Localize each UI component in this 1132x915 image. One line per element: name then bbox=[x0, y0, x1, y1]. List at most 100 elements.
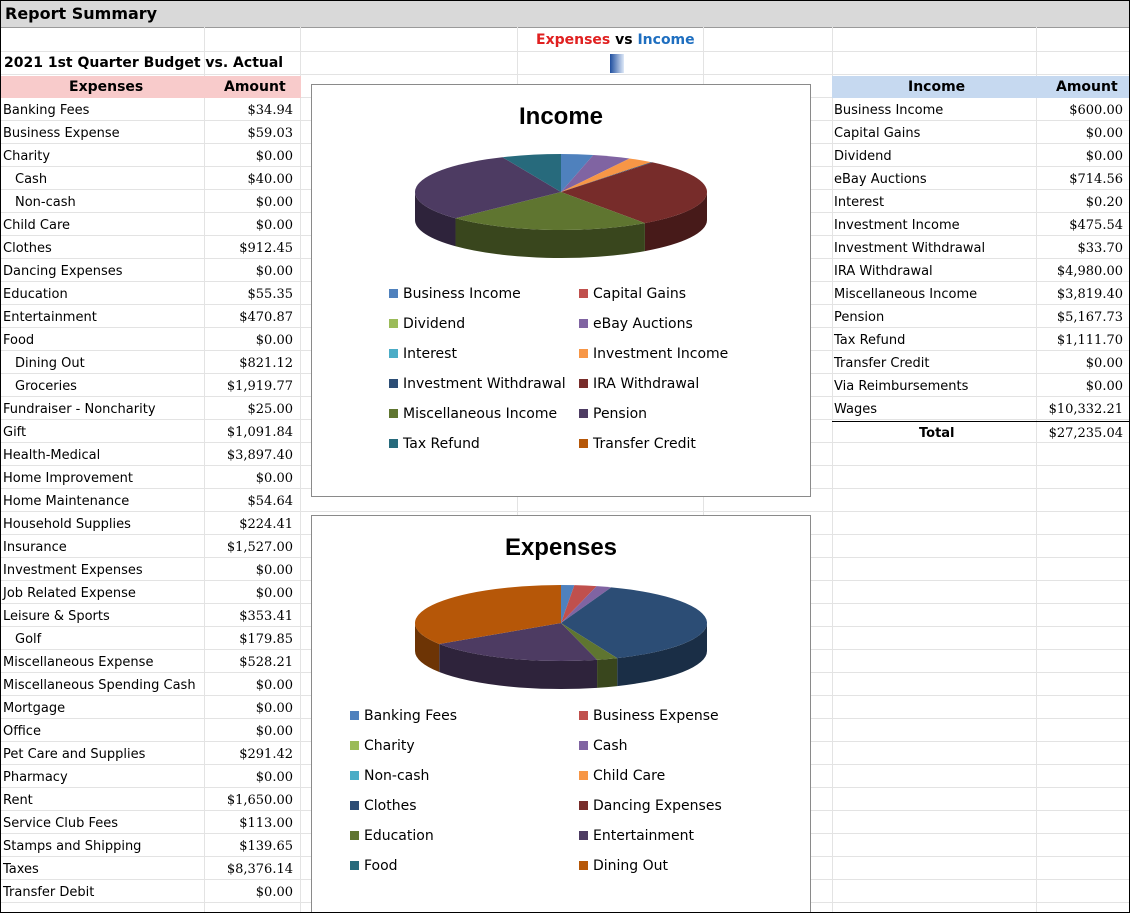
legend-swatch bbox=[579, 711, 588, 720]
income-label: Dividend bbox=[834, 149, 892, 164]
expense-row[interactable]: Education $55.35 bbox=[1, 283, 301, 306]
income-row[interactable]: Pension $5,167.73 bbox=[832, 306, 1129, 329]
legend-swatch bbox=[389, 379, 398, 388]
selected-cell[interactable] bbox=[610, 54, 624, 73]
income-row[interactable]: Transfer Credit $0.00 bbox=[832, 352, 1129, 375]
expense-row[interactable]: Pharmacy $0.00 bbox=[1, 766, 301, 789]
expense-row[interactable]: Food $0.00 bbox=[1, 329, 301, 352]
legend-swatch bbox=[579, 349, 588, 358]
expense-row[interactable]: Non-cash $0.00 bbox=[1, 191, 301, 214]
expense-row[interactable]: Office $0.00 bbox=[1, 720, 301, 743]
expense-row[interactable]: Taxes $8,376.14 bbox=[1, 858, 301, 881]
expense-label: Household Supplies bbox=[3, 517, 131, 532]
expense-label: Investment Expenses bbox=[3, 563, 143, 578]
expense-row[interactable]: Household Supplies $224.41 bbox=[1, 513, 301, 536]
legend-label: Tax Refund bbox=[403, 436, 480, 452]
income-row[interactable]: Tax Refund $1,111.70 bbox=[832, 329, 1129, 352]
expense-amount: $34.94 bbox=[247, 103, 294, 118]
legend-swatch bbox=[350, 861, 359, 870]
pie-slice bbox=[561, 162, 653, 192]
income-label: Business Income bbox=[834, 103, 944, 118]
income-row[interactable]: Capital Gains $0.00 bbox=[832, 122, 1129, 145]
income-row[interactable]: IRA Withdrawal $4,980.00 bbox=[832, 260, 1129, 283]
pie-slice bbox=[561, 587, 707, 659]
income-total-row[interactable]: Total $27,235.04 bbox=[832, 422, 1129, 445]
pie-slice-side bbox=[644, 192, 707, 252]
expense-label: Dining Out bbox=[15, 356, 85, 371]
expense-row[interactable]: Gift $1,091.84 bbox=[1, 421, 301, 444]
expense-row[interactable]: Service Club Fees $113.00 bbox=[1, 812, 301, 835]
income-total-amount: $27,235.04 bbox=[1048, 426, 1123, 441]
income-row[interactable]: eBay Auctions $714.56 bbox=[832, 168, 1129, 191]
legend-entry: Transfer Credit bbox=[579, 436, 696, 452]
expense-row[interactable]: Child Care $0.00 bbox=[1, 214, 301, 237]
expense-amount: $528.21 bbox=[239, 655, 293, 670]
pie-slice-side bbox=[439, 643, 598, 689]
legend-entry: Capital Gains bbox=[579, 286, 686, 302]
expense-row[interactable]: Groceries $1,919.77 bbox=[1, 375, 301, 398]
expense-row[interactable]: Investment Expenses $0.00 bbox=[1, 559, 301, 582]
legend-entry: Cash bbox=[579, 738, 628, 754]
expense-row[interactable]: Home Improvement $0.00 bbox=[1, 467, 301, 490]
expense-row[interactable]: Clothes $912.45 bbox=[1, 237, 301, 260]
expense-row[interactable]: Mortgage $0.00 bbox=[1, 697, 301, 720]
pie-slice-side bbox=[597, 658, 618, 688]
expense-row[interactable]: Transfer Debit $0.00 bbox=[1, 881, 301, 904]
legend-swatch bbox=[579, 861, 588, 870]
legend-label: Food bbox=[364, 858, 398, 874]
legend-label: Miscellaneous Income bbox=[403, 406, 558, 422]
expense-amount: $40.00 bbox=[247, 172, 294, 187]
expenses-chart-title: Expenses bbox=[504, 534, 618, 561]
expense-row[interactable]: Health-Medical $3,897.40 bbox=[1, 444, 301, 467]
legend-label: Business Income bbox=[403, 286, 521, 302]
expenses-header-label: Expenses bbox=[69, 79, 144, 95]
expense-label: Charity bbox=[3, 149, 51, 164]
expense-row[interactable]: Dancing Expenses $0.00 bbox=[1, 260, 301, 283]
income-row[interactable]: Via Reimbursements $0.00 bbox=[832, 375, 1129, 398]
legend-label: Dividend bbox=[403, 316, 466, 332]
expense-row[interactable]: Stamps and Shipping $139.65 bbox=[1, 835, 301, 858]
expense-amount: $1,527.00 bbox=[226, 540, 293, 555]
expense-row[interactable]: Fundraiser - Noncharity $25.00 bbox=[1, 398, 301, 421]
expense-label: Rent bbox=[3, 793, 33, 808]
expense-row[interactable]: Rent $1,650.00 bbox=[1, 789, 301, 812]
expense-row[interactable]: Banking Fees $34.94 bbox=[1, 99, 301, 122]
income-row[interactable]: Dividend $0.00 bbox=[832, 145, 1129, 168]
expense-row[interactable]: Miscellaneous Expense $528.21 bbox=[1, 651, 301, 674]
income-row[interactable]: Business Income $600.00 bbox=[832, 99, 1129, 122]
expense-row[interactable]: Entertainment $470.87 bbox=[1, 306, 301, 329]
income-chart[interactable]: Income Business Income Capital Gains Divid… bbox=[311, 84, 811, 497]
legend-label: Pension bbox=[593, 406, 648, 422]
expense-row[interactable]: Business Expense $59.03 bbox=[1, 122, 301, 145]
expense-row[interactable]: Pet Care and Supplies $291.42 bbox=[1, 743, 301, 766]
legend-swatch bbox=[389, 409, 398, 418]
expenses-chart[interactable]: Expenses Banking Fees Business Expense Cha… bbox=[311, 515, 811, 912]
expense-row[interactable]: Insurance $1,527.00 bbox=[1, 536, 301, 559]
expense-amount: $912.45 bbox=[239, 241, 293, 256]
expense-row[interactable]: Charity $0.00 bbox=[1, 145, 301, 168]
expense-amount: $0.00 bbox=[255, 471, 293, 486]
income-label: Capital Gains bbox=[834, 126, 921, 141]
expense-label: Child Care bbox=[3, 218, 71, 233]
income-amount: $10,332.21 bbox=[1048, 402, 1123, 417]
income-row[interactable]: Miscellaneous Income $3,819.40 bbox=[832, 283, 1129, 306]
income-row[interactable]: Wages $10,332.21 bbox=[832, 398, 1129, 421]
income-row[interactable]: Interest $0.20 bbox=[832, 191, 1129, 214]
legend-label: Child Care bbox=[593, 768, 666, 784]
expense-row[interactable]: Cash $40.00 bbox=[1, 168, 301, 191]
income-row[interactable]: Investment Income $475.54 bbox=[832, 214, 1129, 237]
expense-row[interactable]: Leisure & Sports $353.41 bbox=[1, 605, 301, 628]
expense-label: Leisure & Sports bbox=[3, 609, 110, 624]
expense-label: Gift bbox=[3, 425, 27, 440]
income-row[interactable]: Investment Withdrawal $33.70 bbox=[832, 237, 1129, 260]
grid-column-line bbox=[300, 27, 301, 912]
income-amount: $600.00 bbox=[1069, 103, 1123, 118]
expense-row[interactable]: Miscellaneous Spending Cash $0.00 bbox=[1, 674, 301, 697]
expense-row[interactable]: Job Related Expense $0.00 bbox=[1, 582, 301, 605]
expense-row[interactable]: Home Maintenance $54.64 bbox=[1, 490, 301, 513]
expense-row[interactable]: Dining Out $821.12 bbox=[1, 352, 301, 375]
expense-amount: $1,091.84 bbox=[226, 425, 293, 440]
expense-row[interactable]: Golf $179.85 bbox=[1, 628, 301, 651]
pie-slice bbox=[502, 154, 561, 192]
expense-label: Groceries bbox=[15, 379, 77, 394]
